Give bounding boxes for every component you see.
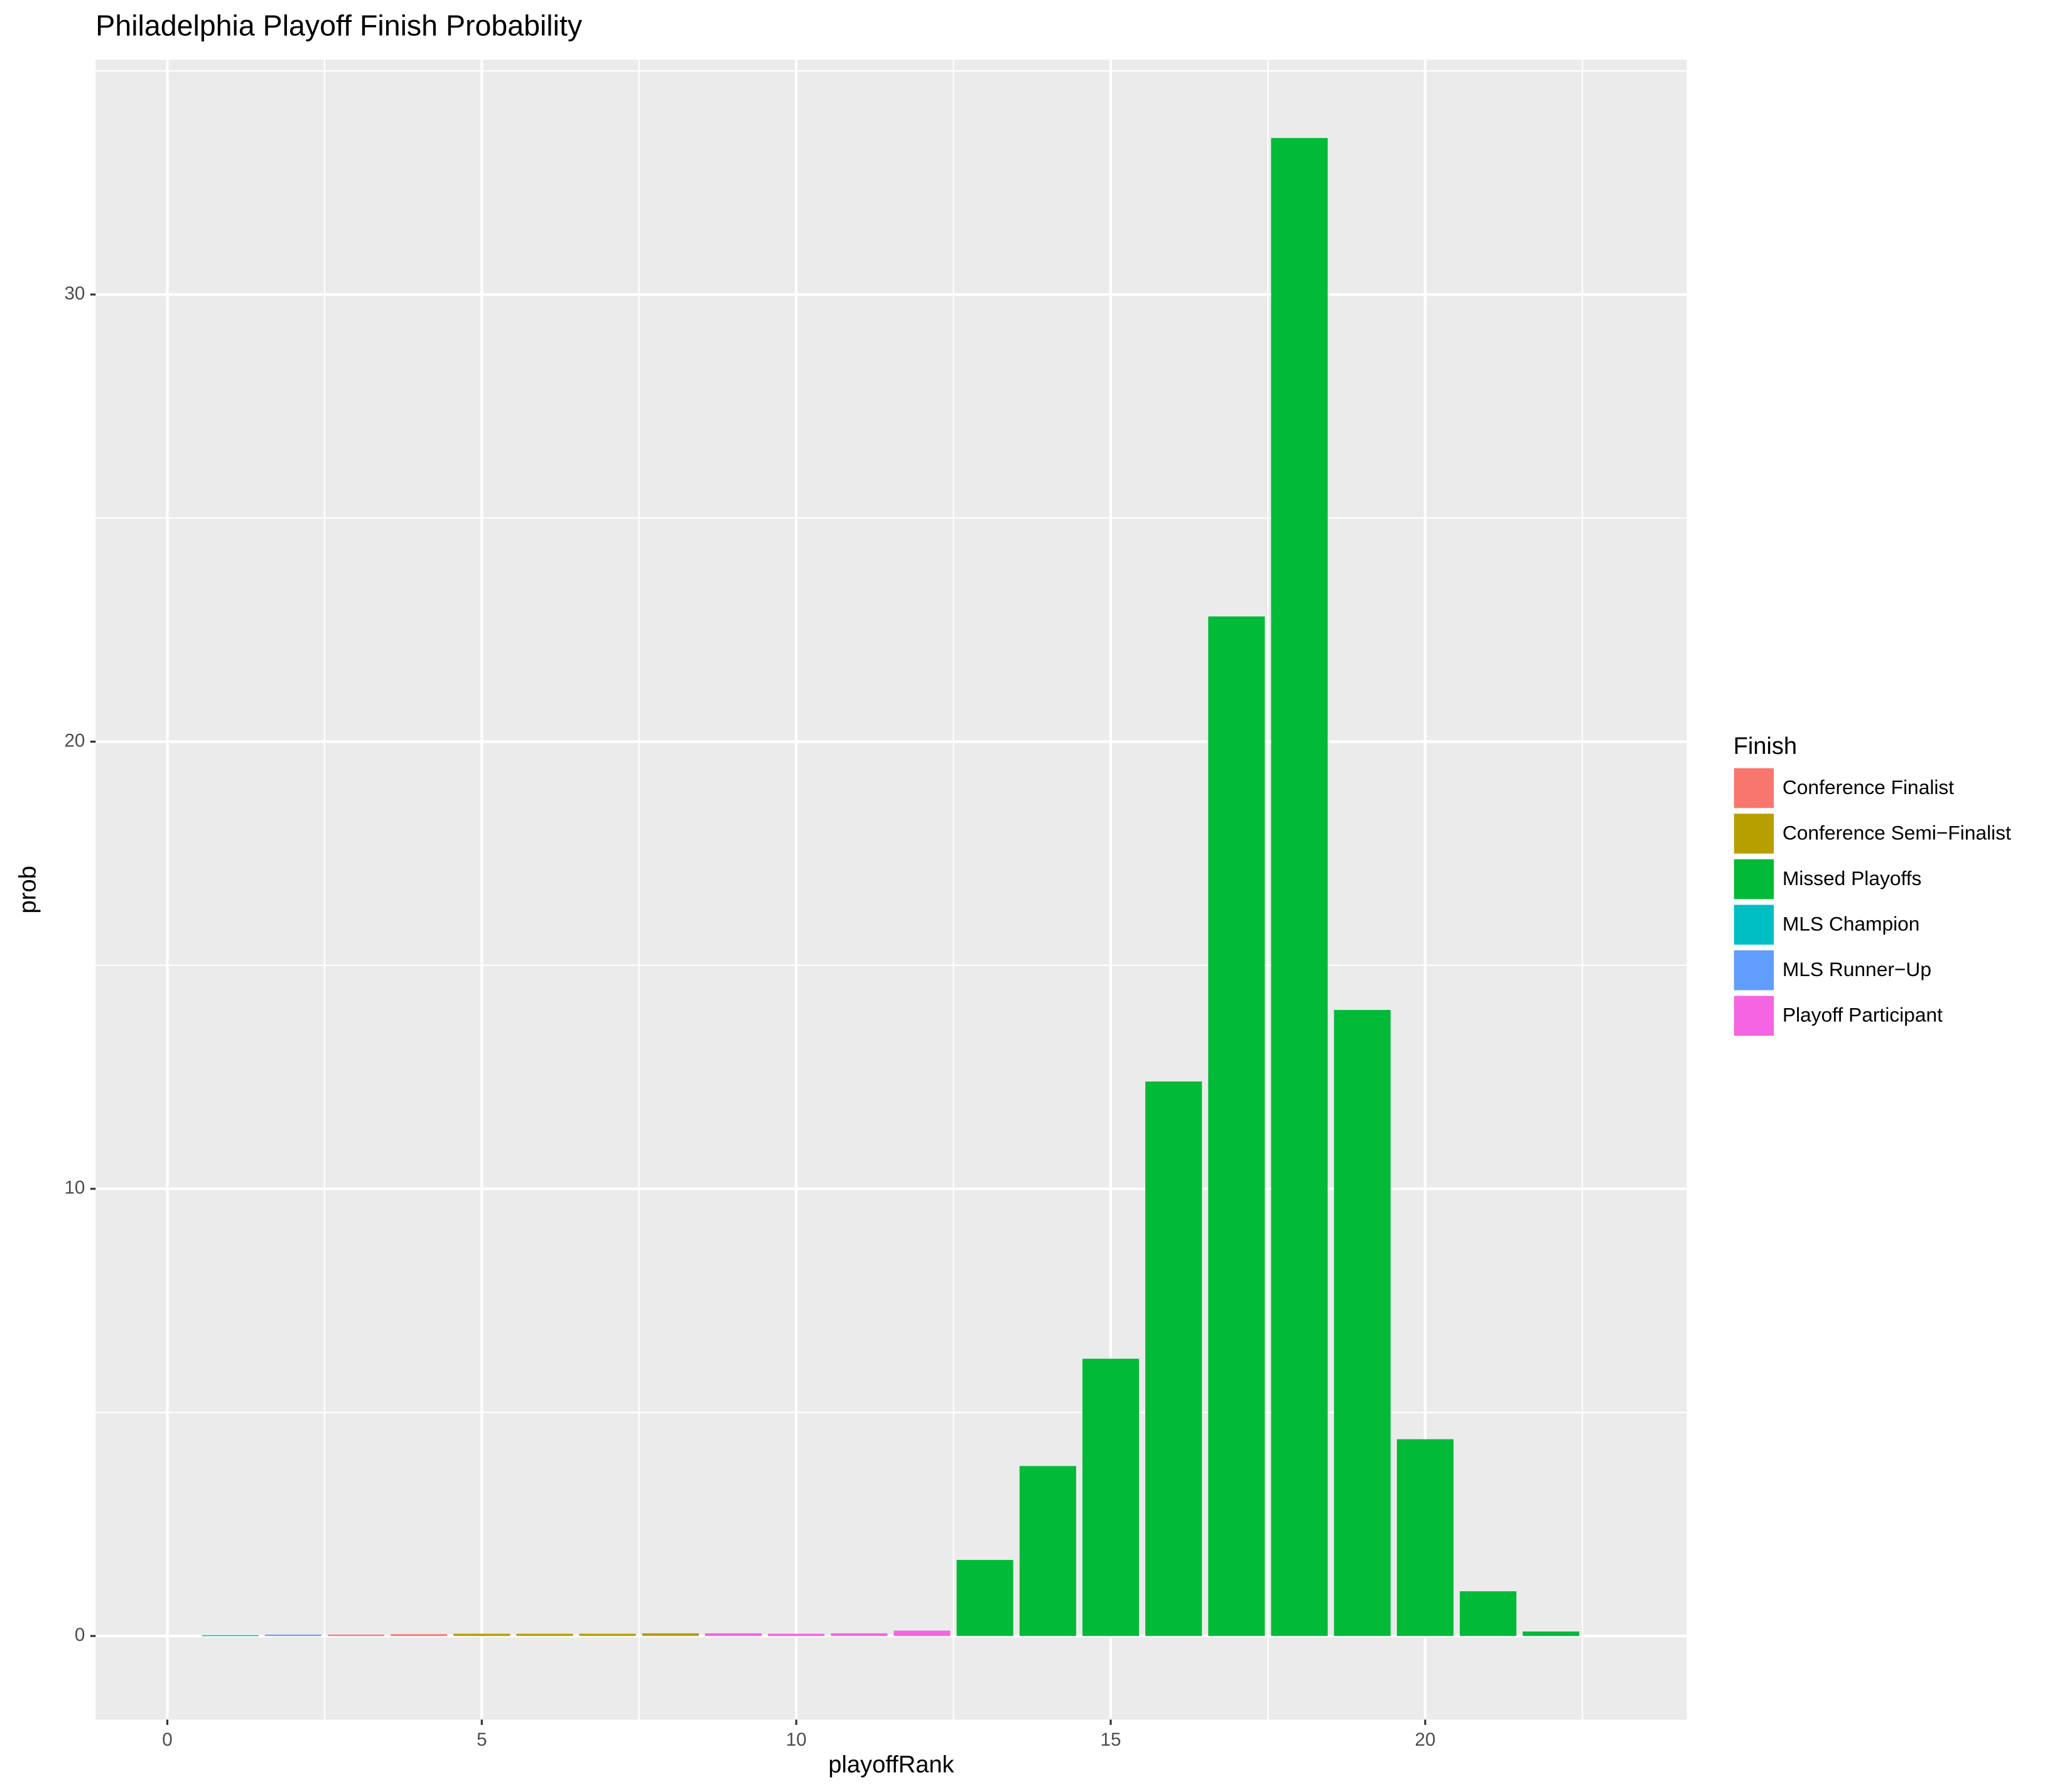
legend-title: Finish xyxy=(1734,733,1798,760)
bar xyxy=(516,1633,573,1636)
bar xyxy=(1208,616,1265,1636)
x-tick-label: 15 xyxy=(1101,1729,1121,1750)
bar xyxy=(264,1635,321,1636)
bar xyxy=(704,1633,762,1636)
bar xyxy=(1145,1081,1202,1636)
legend-label: Missed Playoffs xyxy=(1783,867,1922,889)
x-tick-label: 10 xyxy=(786,1729,807,1750)
bar xyxy=(391,1634,448,1636)
bar xyxy=(1459,1591,1517,1636)
legend-swatch xyxy=(1732,948,1776,992)
bar xyxy=(1019,1466,1076,1636)
bar xyxy=(956,1560,1013,1636)
y-tick-label: 30 xyxy=(64,283,85,304)
y-axis-label: prob xyxy=(15,866,41,913)
x-tick-label: 20 xyxy=(1415,1729,1435,1750)
legend-label: MLS Runner−Up xyxy=(1783,958,1931,980)
legend-label: Conference Semi−Finalist xyxy=(1783,821,2011,844)
bar xyxy=(768,1633,825,1636)
legend-swatch xyxy=(1732,994,1776,1038)
bar xyxy=(327,1635,385,1636)
bar xyxy=(1334,1009,1391,1636)
bar xyxy=(579,1633,636,1636)
bar xyxy=(202,1635,259,1636)
x-tick-label: 5 xyxy=(477,1729,487,1750)
bar xyxy=(1523,1631,1580,1636)
x-tick-label: 0 xyxy=(162,1729,172,1750)
bar xyxy=(1082,1358,1140,1636)
legend-swatch xyxy=(1732,766,1776,810)
chart-title: Philadelphia Playoff Finish Probability xyxy=(95,9,583,42)
legend-swatch xyxy=(1732,812,1776,855)
legend-label: MLS Champion xyxy=(1783,913,1920,935)
y-tick-label: 0 xyxy=(75,1625,85,1645)
legend-swatch xyxy=(1732,857,1776,901)
x-axis-label: playoffRank xyxy=(828,1752,954,1778)
legend-label: Conference Finalist xyxy=(1783,776,1954,798)
bar xyxy=(1271,137,1328,1636)
bar xyxy=(831,1633,888,1636)
bar xyxy=(1396,1439,1454,1636)
legend-swatch xyxy=(1732,903,1776,947)
bar xyxy=(642,1633,699,1636)
legend-label: Playoff Participant xyxy=(1783,1004,1943,1026)
bar xyxy=(893,1630,951,1636)
y-tick-label: 20 xyxy=(64,730,85,751)
bar xyxy=(453,1633,510,1636)
y-tick-label: 10 xyxy=(64,1178,85,1198)
